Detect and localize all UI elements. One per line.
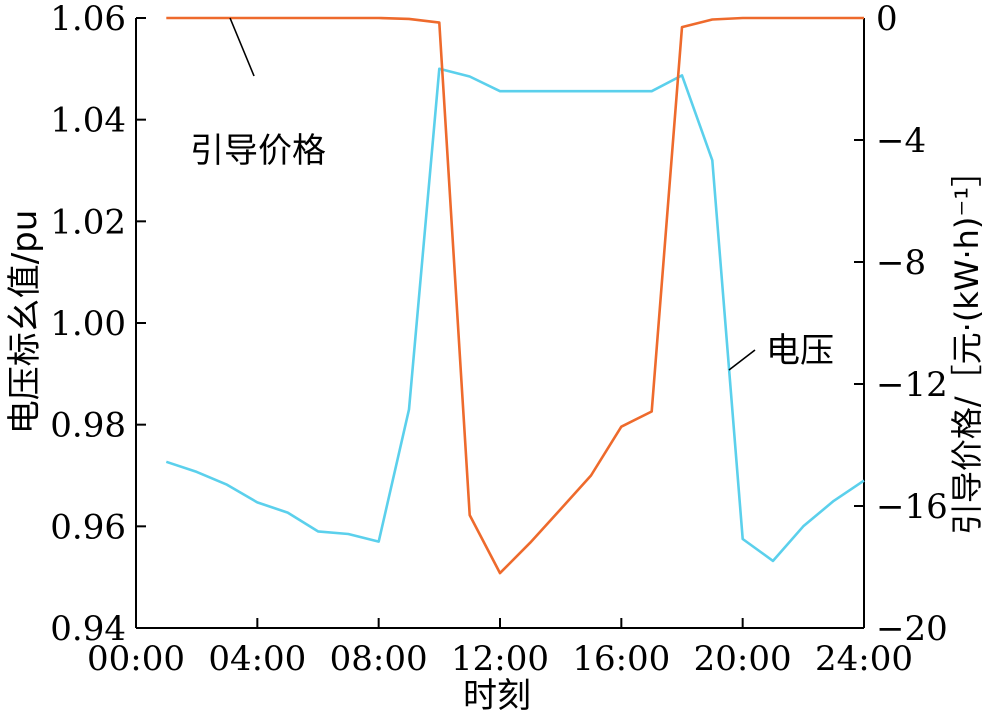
y-left-tick-label: 1.00 — [50, 304, 126, 344]
ticks: 00:00 04:00 08:00 12:00 16:00 20:00 24:00 0.94 0… — [50, 0, 947, 679]
series-lines — [165, 16, 865, 575]
y-left-tick-label: 0.98 — [50, 406, 126, 446]
x-tick-label: 24:00 — [815, 639, 913, 679]
y-right-tick-label: 0 — [876, 0, 898, 39]
y-axis-left-label: 电压标幺值/pu — [5, 210, 45, 435]
y-right-tick-label: −12 — [876, 365, 948, 405]
x-tick-label: 12:00 — [451, 639, 549, 679]
x-tick-label: 16:00 — [572, 639, 670, 679]
y-right-tick-label: −20 — [876, 609, 948, 649]
x-axis-label: 时刻 — [463, 676, 531, 716]
y-left-tick-label: 1.04 — [50, 101, 126, 141]
y-left-tick-label: 0.96 — [50, 507, 126, 547]
series-line-price — [166, 16, 864, 575]
y-right-tick-label: −16 — [876, 487, 948, 527]
price-leader-line — [229, 17, 255, 77]
y-right-tick-label: −8 — [876, 243, 926, 283]
voltage-leader-line — [728, 349, 756, 371]
x-tick-label: 20:00 — [694, 639, 792, 679]
y-left-tick-label: 1.02 — [50, 202, 126, 242]
y-right-tick-label: −4 — [876, 121, 926, 161]
axes — [135, 18, 865, 629]
price-annotation-label: 引导价格 — [190, 131, 326, 171]
y-axis-right-label: 引导价格/［元·(kW·h)⁻¹］ — [948, 155, 986, 535]
x-tick-label: 08:00 — [330, 639, 428, 679]
x-tick-label: 00:00 — [87, 639, 185, 679]
x-tick-label: 04:00 — [208, 639, 306, 679]
y-left-tick-label: 1.06 — [50, 0, 126, 39]
series-line-voltage — [165, 67, 865, 563]
y-left-tick-label: 0.94 — [50, 609, 126, 649]
voltage-annotation-label: 电压 — [766, 331, 834, 371]
